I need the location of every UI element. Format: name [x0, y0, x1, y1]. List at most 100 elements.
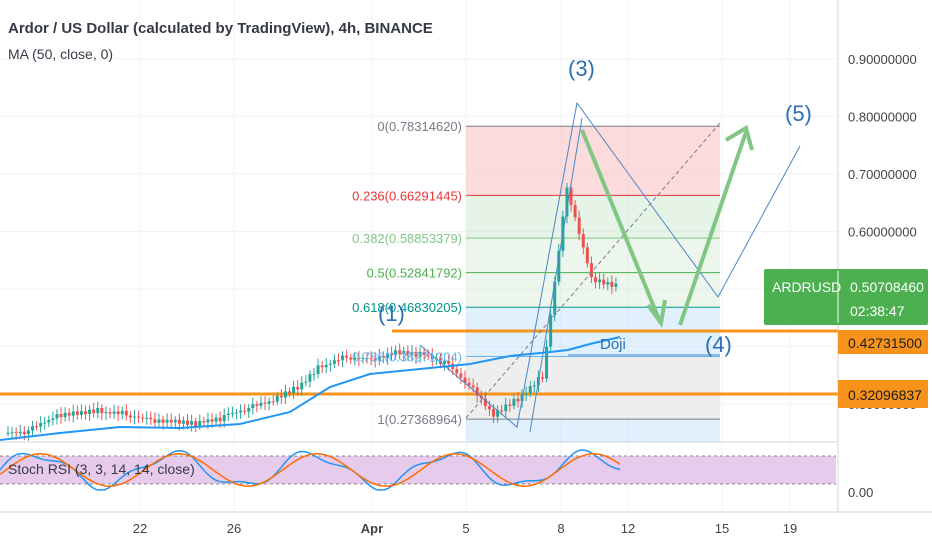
- candle-body: [467, 382, 471, 386]
- candle-body: [471, 385, 475, 388]
- wave-1-3-line[interactable]: [529, 117, 583, 433]
- candle-body: [84, 411, 88, 415]
- candle-body: [112, 411, 116, 414]
- candle-body: [267, 401, 271, 404]
- candle-body: [516, 398, 520, 402]
- candle-body: [26, 430, 30, 435]
- candle-body: [557, 250, 561, 282]
- level-tag-1: 0.42731500: [838, 330, 928, 354]
- candle-body: [341, 355, 345, 361]
- candle-body: [598, 279, 602, 283]
- candle-body: [443, 360, 447, 364]
- candle-body: [422, 351, 426, 356]
- fib-level-label: 0.786(0.38271304): [352, 349, 462, 364]
- candle-body: [35, 426, 39, 428]
- price-axis[interactable]: 0.90000000 0.80000000 0.70000000 0.60000000…: [848, 52, 917, 412]
- time-axis[interactable]: 22 26 Apr 5 8 12 15 19: [133, 521, 797, 536]
- candle-body: [239, 410, 243, 413]
- candle-body: [589, 263, 593, 278]
- candle-body: [426, 355, 430, 357]
- bar-countdown: 02:38:47: [850, 303, 905, 319]
- candle-body: [553, 281, 557, 315]
- candle-body: [328, 363, 332, 365]
- stoch-d-line: [0, 453, 621, 487]
- candle-body: [308, 374, 312, 382]
- candle-body: [610, 281, 614, 287]
- fib-trend-line[interactable]: [465, 122, 721, 419]
- ma-line: [0, 336, 621, 441]
- candle-body: [51, 418, 55, 420]
- candle-body: [120, 410, 124, 415]
- candle-body: [577, 217, 581, 235]
- candle-body: [181, 420, 185, 424]
- candle-body: [573, 204, 577, 218]
- candle-body: [312, 373, 316, 375]
- candle-body: [206, 419, 210, 423]
- candle-body: [169, 419, 173, 423]
- candle-body: [390, 353, 394, 356]
- candle-body: [614, 283, 618, 287]
- candle-body: [369, 358, 373, 360]
- candle-body: [353, 357, 357, 360]
- candle-body: [116, 411, 120, 415]
- projection-arrows[interactable]: [580, 124, 754, 329]
- candle-body: [149, 417, 153, 420]
- candle-body: [251, 404, 255, 408]
- fib-level-label: 0.382(0.58853379): [352, 231, 462, 246]
- candle-body: [6, 432, 10, 434]
- candle-body: [430, 355, 434, 360]
- candle-body: [22, 431, 26, 435]
- candle-body: [92, 409, 96, 414]
- candle-body: [524, 393, 528, 395]
- candle-body: [124, 410, 128, 416]
- candle-body: [385, 353, 389, 358]
- candle-body: [324, 364, 328, 368]
- candle-body: [43, 422, 47, 424]
- stoch-rsi-pane[interactable]: Stoch RSI (3, 3, 14, 14, close): [0, 449, 836, 491]
- candle-body: [381, 355, 385, 358]
- candle-body: [288, 391, 292, 394]
- elliott-wave-line[interactable]: [419, 101, 801, 428]
- candle-body: [218, 417, 222, 422]
- candle-body: [173, 419, 177, 423]
- fib-zone: [466, 419, 720, 442]
- candle-body: [210, 419, 214, 422]
- symbol-price-tag: ARDRUSD 0.50708460 02:38:47: [764, 269, 928, 325]
- candle-body: [332, 360, 336, 364]
- candle-body: [447, 360, 451, 364]
- time-tick: 5: [462, 521, 469, 536]
- candle-body: [304, 381, 308, 383]
- candle-body: [132, 416, 136, 418]
- candle-body: [459, 373, 463, 378]
- ma-indicator-label: MA (50, close, 0): [8, 46, 114, 62]
- candle-body: [271, 401, 275, 403]
- candle-body: [569, 187, 573, 205]
- candle-body: [357, 357, 361, 359]
- candle-body: [500, 410, 504, 412]
- candle-body: [255, 404, 259, 406]
- candle-body: [230, 412, 234, 414]
- candle-body: [594, 277, 598, 283]
- candle-body: [296, 386, 300, 390]
- fib-level-label: 0.5(0.52841792): [367, 266, 462, 281]
- time-tick: 22: [133, 521, 147, 536]
- candle-body: [39, 423, 43, 427]
- candle-body: [186, 420, 190, 425]
- candle-body: [194, 421, 198, 426]
- candle-body: [75, 411, 79, 415]
- candle-body: [157, 419, 161, 423]
- candle-body: [292, 386, 296, 394]
- candle-body: [104, 412, 108, 414]
- candle-body: [394, 350, 398, 356]
- candle-body: [234, 412, 238, 414]
- candle-body: [165, 419, 169, 423]
- stoch-band: [0, 456, 836, 484]
- fib-zone: [466, 195, 720, 239]
- candle-body: [320, 365, 324, 368]
- horizontal-levels[interactable]: [0, 329, 838, 396]
- candle-body: [365, 357, 369, 359]
- time-tick: Apr: [361, 521, 383, 536]
- candle-body: [336, 360, 340, 362]
